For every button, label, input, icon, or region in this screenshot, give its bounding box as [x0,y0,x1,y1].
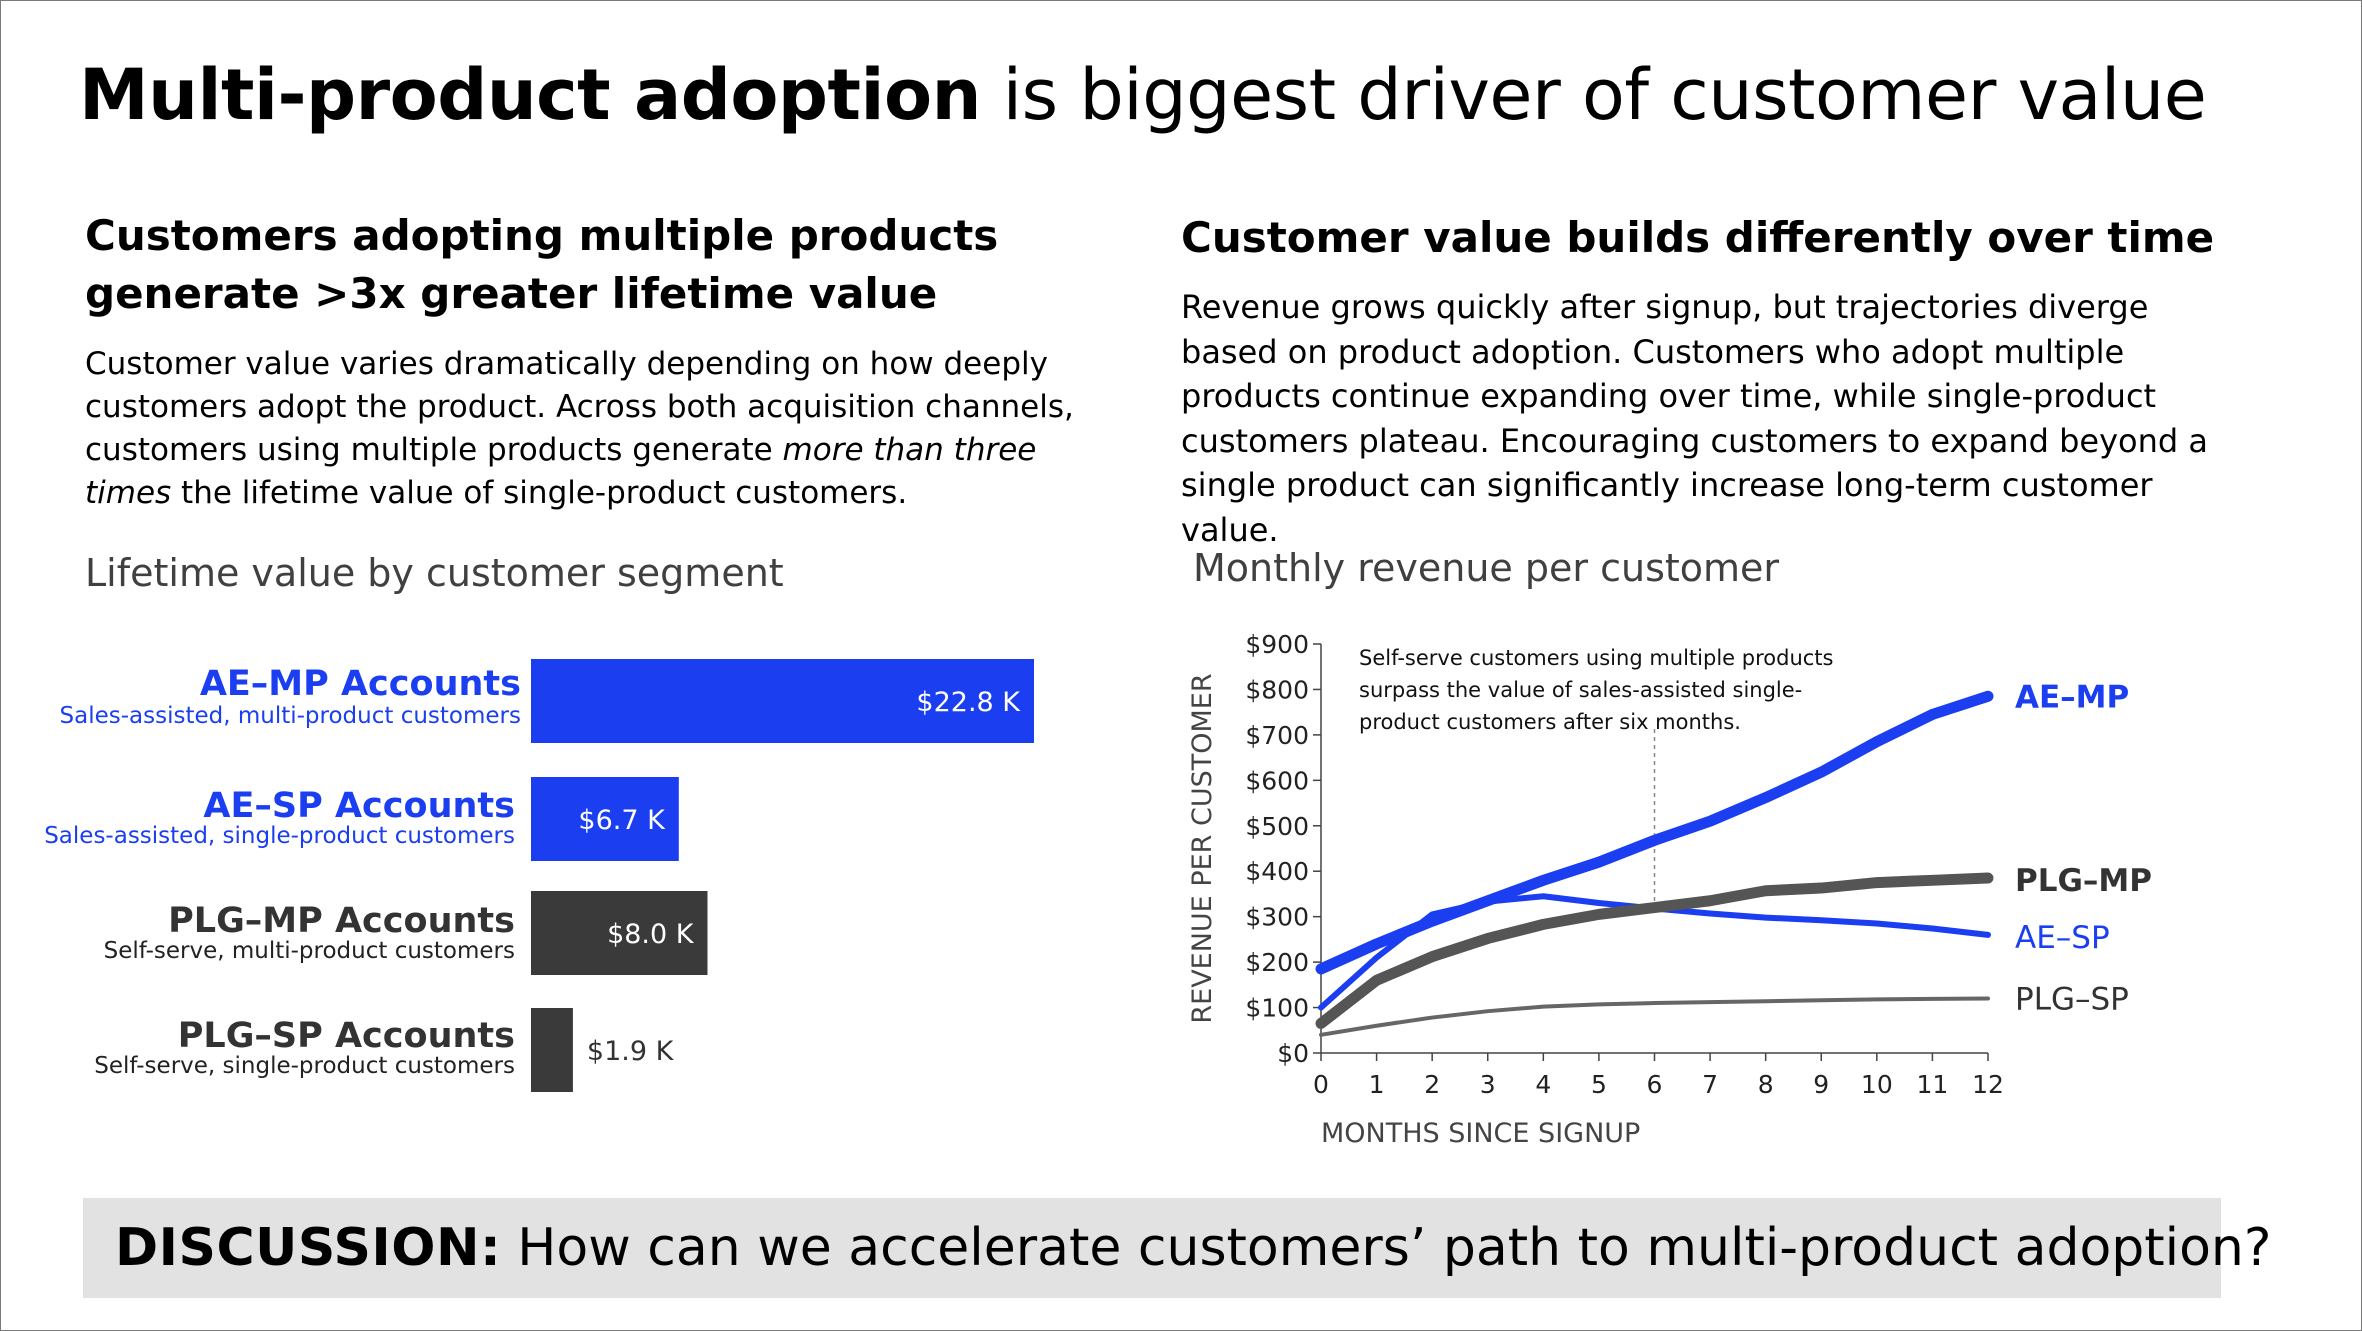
bar-3 [531,1008,573,1092]
title-rest: is biggest driver of customer value [980,54,2207,136]
y-tick-label: $600 [1245,766,1309,795]
bar-label-3: PLG–SP Accounts [178,1016,515,1056]
right-body-text: Revenue grows quickly after signup, but … [1181,288,2208,549]
discussion-text: How can we accelerate customers’ path to… [517,1218,2272,1278]
discussion-label: DISCUSSION: [115,1218,502,1278]
y-tick-label: $700 [1245,721,1309,750]
bar-value-label-1: $6.7 K [578,805,666,836]
y-tick-label: $400 [1245,857,1309,886]
x-tick-label: 3 [1480,1070,1496,1099]
y-axis-title: REVENUE PER CUSTOMER [1187,673,1218,1023]
bar-label-0: AE–MP Accounts [200,664,521,704]
left-heading: Customers adopting multiple products gen… [85,211,999,318]
bar-sublabel-3: Self-serve, single-product customers [94,1053,515,1079]
right-heading: Customer value builds differently over t… [1181,213,2215,262]
x-tick-label: 4 [1535,1070,1551,1099]
x-tick-label: 8 [1758,1070,1774,1099]
x-tick-label: 12 [1972,1070,2004,1099]
y-tick-label: $0 [1277,1039,1309,1068]
y-tick-label: $100 [1245,994,1309,1023]
series-label-1: AE–SP [2015,920,2110,956]
bar-value-label-2: $8.0 K [607,919,695,950]
bar-label-1: AE–SP Accounts [203,786,515,826]
y-tick-label: $500 [1245,812,1309,841]
bar-2 [531,891,708,975]
x-axis-title: MONTHS SINCE SIGNUP [1321,1118,1640,1149]
bar-chart-title: Lifetime value by customer segment [85,551,784,595]
series-label-0: AE–MP [2015,679,2129,715]
series-label-2: PLG–MP [2015,863,2152,899]
line-chart: $0 $100 $200 $300 $400 $500 $600 $700 $800 $900 0 1… [1187,630,2152,1149]
title-bold: Multi-product adoption [79,54,981,136]
x-tick-label: 7 [1702,1070,1718,1099]
series-label-3: PLG–SP [2015,981,2129,1017]
series-line-3 [1319,996,1990,1037]
bar-sublabel-2: Self-serve, multi-product customers [104,938,515,964]
x-tick-label: 0 [1313,1070,1329,1099]
bar-value-label-0: $22.8 K [916,687,1021,718]
annotation-text: surpass the value of sales-assisted sing… [1359,678,1802,702]
annotation-text: Self-serve customers using multiple prod… [1359,646,1833,670]
x-tick-label: 11 [1917,1070,1949,1099]
bar-0 [531,659,1034,743]
bar-label-2: PLG–MP Accounts [168,901,515,941]
x-tick-label: 6 [1647,1070,1663,1099]
left-body-text: Customer value varies dramatically depen… [85,343,1125,515]
left-body-post: the lifetime value of single-product cus… [171,475,908,511]
series-line-0 [1315,690,1994,975]
left-body-pre: Customer value varies dramatically depen… [85,346,1074,468]
discussion-box: DISCUSSION: How can we accelerate custom… [83,1198,2271,1298]
x-tick-label: 9 [1813,1070,1829,1099]
bar-1 [531,777,679,861]
page-title: Multi-product adoption is biggest driver… [79,45,2299,145]
series-line-2 [1315,872,1994,1029]
annotation-text: product customers after six months. [1359,710,1741,734]
x-tick-label: 10 [1861,1070,1893,1099]
x-tick-label: 1 [1369,1070,1385,1099]
line-chart-title: Monthly revenue per customer [1193,546,1780,590]
bar-value-label-3: $1.9 K [587,1036,675,1067]
y-tick-label: $300 [1245,903,1309,932]
y-tick-label: $900 [1245,630,1309,659]
y-tick-label: $800 [1245,675,1309,704]
bar-sublabel-1: Sales-assisted, single-product customers [44,823,515,849]
x-tick-label: 5 [1591,1070,1607,1099]
left-body-emphasis: more than three times [85,432,1037,511]
bar-sublabel-0: Sales-assisted, multi-product customers [60,703,521,729]
x-tick-label: 2 [1424,1070,1440,1099]
y-tick-label: $200 [1245,948,1309,977]
